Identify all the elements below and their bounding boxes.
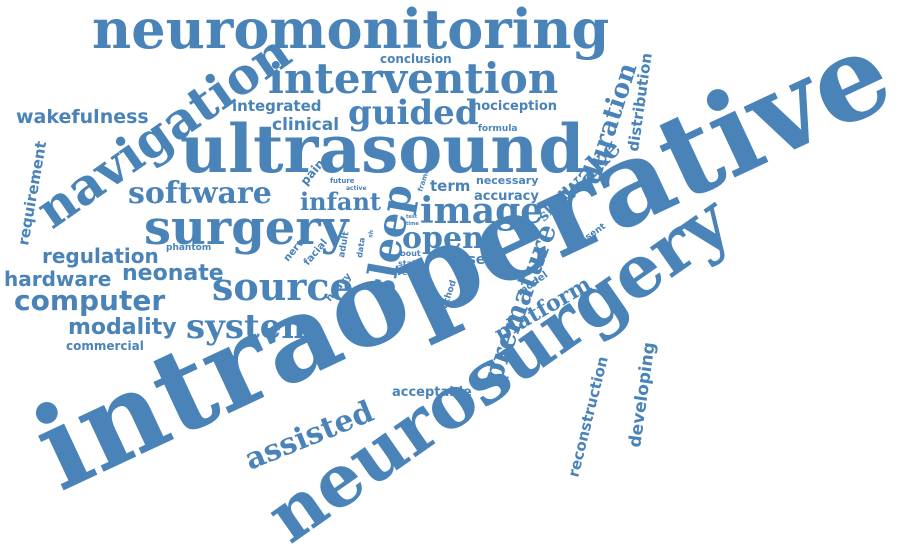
- word-adult: adult: [337, 230, 352, 258]
- word-open: open: [402, 221, 484, 256]
- word-computer: computer: [14, 284, 165, 317]
- word-guided: guided: [348, 93, 479, 133]
- word-commercial: commercial: [66, 339, 144, 353]
- word-time: time: [406, 221, 419, 227]
- word-test: test: [406, 214, 418, 220]
- word-image: image: [420, 190, 543, 232]
- word-necessary: necessary: [476, 174, 538, 187]
- word-integrated: integrated: [232, 97, 322, 115]
- word-hardware: hardware: [4, 267, 111, 291]
- word-modality: modality: [68, 315, 177, 340]
- word-conclusion: conclusion: [380, 52, 452, 66]
- word-nociception: nociception: [472, 99, 557, 114]
- word-surgery: surgery: [144, 200, 351, 256]
- word-developing: developing: [625, 341, 660, 449]
- word-active: active: [346, 185, 367, 192]
- word-phantom: phantom: [166, 243, 211, 253]
- word-system: system: [186, 307, 317, 347]
- word-neuromonitoring: neuromonitoring: [92, 0, 609, 61]
- word-bout: bout: [400, 249, 421, 258]
- word-future: future: [330, 177, 355, 185]
- word-intervention: intervention: [268, 54, 558, 103]
- word-ultrasound: ultrasound: [180, 110, 584, 188]
- word-software: software: [128, 176, 272, 211]
- word-infant: infant: [300, 187, 381, 216]
- word-wakefulness: wakefulness: [16, 106, 149, 128]
- word-acceptable: acceptable: [392, 385, 472, 400]
- word-clinical: clinical: [272, 115, 339, 135]
- word-neonate: neonate: [122, 261, 224, 286]
- word-accuracy: accuracy: [474, 189, 539, 204]
- word-formula: formula: [478, 124, 517, 134]
- word-regulation: regulation: [42, 244, 159, 268]
- word-sh: sh: [367, 229, 375, 238]
- word-result: result: [398, 268, 425, 277]
- word-reconstruction: reconstruction: [564, 354, 611, 478]
- word-base: base: [448, 252, 485, 268]
- word-state: state: [398, 259, 422, 268]
- word-data: data: [355, 237, 367, 258]
- word-term: term: [430, 177, 470, 195]
- word-source: source: [212, 264, 354, 309]
